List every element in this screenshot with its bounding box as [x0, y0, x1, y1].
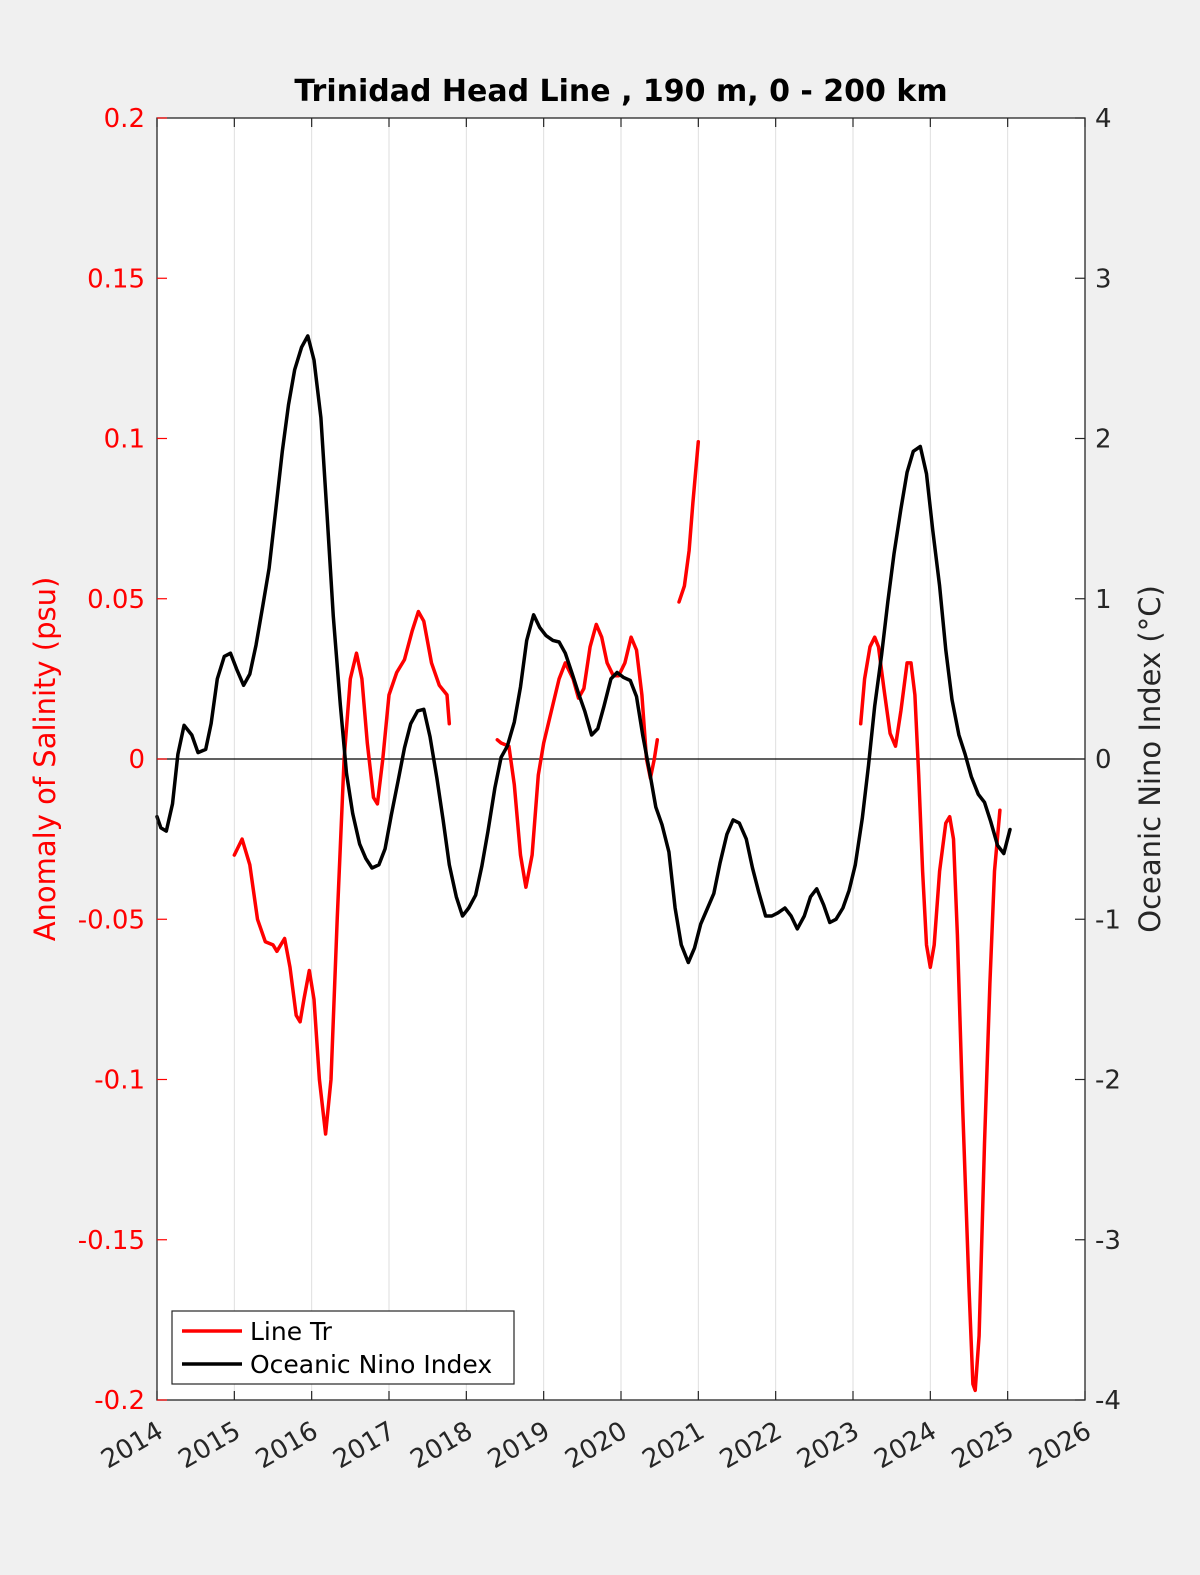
left-axis-label: Anomaly of Salinity (psu) [28, 577, 62, 942]
y-left-tick-label: 0.05 [87, 585, 145, 615]
chart-title: Trinidad Head Line , 190 m, 0 - 200 km [294, 74, 947, 109]
y-left-tick-label: 0 [128, 745, 145, 775]
y-left-tick-label: -0.15 [78, 1226, 145, 1256]
y-left-tick-label: 0.2 [104, 104, 145, 134]
y-left-tick-label: 0.15 [87, 264, 145, 294]
y-right-tick-label: 4 [1095, 104, 1112, 134]
y-right-tick-label: 1 [1095, 585, 1112, 615]
legend-label-line-tr: Line Tr [250, 1317, 333, 1346]
y-left-tick-label: -0.1 [94, 1066, 145, 1096]
right-axis-label: Oceanic Nino Index (°C) [1133, 585, 1167, 933]
line-tr-series-segment-3 [858, 635, 1002, 1393]
line-tr-series-segment-1 [495, 622, 660, 889]
y-right-tick-label: -2 [1095, 1066, 1121, 1096]
y-right-tick-label: 2 [1095, 425, 1112, 455]
ticks: 2014 2015 2016 2017 2018 2019 2020 2021 2022 2023… [78, 104, 1121, 1475]
series-layer [155, 334, 1012, 1393]
y-right-tick-label: 0 [1095, 745, 1112, 775]
y-right-tick-label: -4 [1095, 1386, 1121, 1416]
legend: Line Tr Oceanic Nino Index [171, 1310, 515, 1385]
y-left-tick-label: -0.05 [78, 905, 145, 935]
legend-label-oni: Oceanic Nino Index [250, 1350, 492, 1379]
legend-box [171, 1310, 515, 1385]
y-right-tick-label: -3 [1095, 1226, 1121, 1256]
y-left-tick-label: -0.2 [94, 1386, 145, 1416]
y-right-tick-label: -1 [1095, 905, 1121, 935]
oni-series-segment-0 [155, 334, 1012, 965]
line-tr-series-segment-2 [677, 439, 701, 604]
y-right-tick-label: 3 [1095, 264, 1112, 294]
line-tr-series-segment-0 [232, 609, 452, 1136]
y-left-tick-label: 0.1 [104, 425, 145, 455]
